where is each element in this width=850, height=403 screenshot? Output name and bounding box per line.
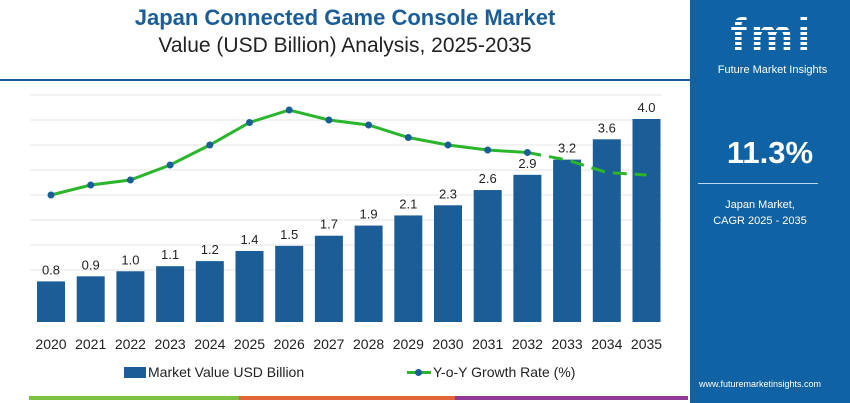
logo-caption: Future Market Insights	[717, 64, 828, 76]
bar-value-label: 1.4	[240, 232, 258, 247]
fmi-logo: fmi Future Market Insights	[710, 12, 835, 77]
x-tick-label: 2020	[35, 336, 66, 352]
growth-point-2025	[246, 119, 253, 126]
growth-point-2032	[523, 149, 531, 156]
legend-bar-swatch	[124, 366, 146, 378]
bar-value-label: 1.7	[320, 217, 338, 232]
growth-point-2031	[484, 146, 492, 154]
chart-title: Japan Connected Game Console Market	[134, 5, 556, 30]
growth-point-2021	[87, 181, 95, 189]
bar-2024	[195, 261, 224, 322]
bar-2025	[235, 250, 264, 322]
growth-point-2022	[126, 176, 134, 184]
growth-line-solid	[50, 108, 528, 197]
growth-point-2029	[404, 134, 412, 141]
x-tick-label: 2025	[234, 336, 265, 352]
bar-2030	[434, 205, 462, 322]
bar-value-label: 3.6	[598, 120, 616, 135]
bar-2035	[632, 119, 661, 322]
bar-2021	[76, 276, 105, 322]
header-divider	[0, 79, 690, 81]
x-tick-label: 2031	[472, 336, 503, 352]
bar-value-label: 2.3	[439, 186, 457, 201]
bar-value-label: 1.1	[161, 247, 179, 262]
logo-mark: fmi	[710, 12, 835, 62]
bar-2034	[592, 139, 621, 322]
x-tick-label: 2032	[512, 336, 543, 352]
bar-value-label: 1.0	[121, 252, 139, 267]
legend-label: Y-o-Y Growth Rate (%)	[433, 364, 576, 380]
cagr-label: Japan Market, CAGR 2025 - 2035	[690, 197, 830, 229]
chart-area: 0.8 2020 0.9 2021 1.0 2022 1.1 2023 1.2 2024 1.4 20…	[30, 94, 662, 352]
bar-2032	[513, 174, 542, 322]
bar-2020	[37, 281, 65, 322]
growth-point-2028	[365, 121, 373, 129]
legend-item-market-value: Market Value USD Billion	[124, 364, 304, 380]
bottom-bar-purple	[455, 396, 688, 400]
bar-2026	[275, 245, 304, 322]
x-tick-label: 2024	[194, 336, 225, 352]
bar-2027	[314, 235, 343, 322]
growth-point-2020	[47, 191, 55, 199]
bar-2031	[473, 190, 502, 322]
bar-value-label: 4.0	[637, 100, 655, 115]
growth-point-2027	[325, 116, 333, 124]
legend-item-growth-rate: Y-o-Y Growth Rate (%)	[407, 364, 575, 380]
x-tick-label: 2021	[75, 336, 106, 352]
x-tick-label: 2029	[393, 336, 424, 352]
x-tick-label: 2033	[552, 336, 583, 352]
bottom-bar-orange	[239, 396, 455, 400]
x-tick-label: 2030	[432, 336, 463, 352]
x-tick-label: 2034	[591, 336, 622, 352]
bar-2023	[156, 266, 185, 322]
x-tick-label: 2023	[155, 336, 186, 352]
bar-value-label: 1.9	[360, 207, 378, 222]
cagr-value: 11.3%	[726, 135, 814, 170]
growth-point-2026	[285, 106, 293, 114]
x-tick-label: 2028	[353, 336, 384, 352]
cagr-label-line1: Japan Market,	[725, 199, 795, 211]
bar-value-label: 3.2	[558, 141, 576, 156]
bottom-bar-green	[29, 396, 239, 400]
bar-value-label: 2.6	[479, 171, 497, 186]
x-tick-label: 2022	[115, 336, 146, 352]
growth-line-dashed	[527, 151, 647, 177]
bar-value-label: 2.1	[399, 196, 417, 211]
bar-value-label: 2.9	[518, 156, 536, 171]
bar-value-label: 1.5	[280, 227, 298, 242]
bar-2033	[553, 159, 582, 322]
cagr-label-line2: CAGR 2025 - 2035	[713, 215, 807, 227]
x-tick-label: 2027	[313, 336, 344, 352]
growth-point-2030	[444, 141, 452, 149]
bar-2028	[354, 225, 383, 322]
sidebar-panel: fmi Future Market Insights 11.3% Japan M…	[690, 0, 850, 403]
x-tick-label: 2026	[274, 336, 305, 352]
bar-2029	[394, 215, 423, 322]
bar-value-label: 0.8	[42, 262, 60, 277]
growth-point-2024	[206, 141, 214, 149]
growth-point-2023	[166, 161, 174, 169]
bar-2022	[116, 271, 145, 322]
cagr-divider	[698, 183, 818, 184]
x-tick-label: 2035	[631, 336, 662, 352]
website-link[interactable]: www.futuremarketinsights.com	[698, 379, 822, 389]
legend-label: Market Value USD Billion	[148, 364, 305, 380]
chart-subtitle: Value (USD Billion) Analysis, 2025-2035	[158, 34, 532, 57]
bar-value-label: 1.2	[201, 242, 219, 257]
bar-value-label: 0.9	[82, 257, 100, 272]
legend-line-swatch	[407, 368, 431, 376]
